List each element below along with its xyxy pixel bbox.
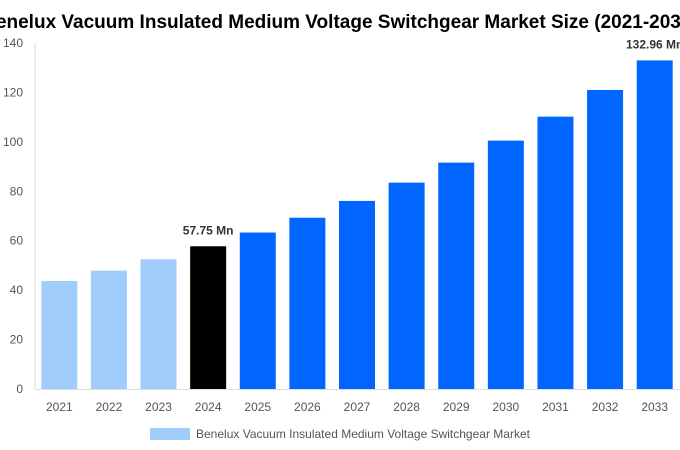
bar-2022[interactable] xyxy=(90,270,127,389)
x-tick-label: 2021 xyxy=(46,400,73,414)
bar-2031[interactable] xyxy=(537,116,574,390)
x-tick-label: 2033 xyxy=(641,400,668,414)
y-axis: 0 20 40 60 80 100 120 140 xyxy=(3,36,36,396)
y-tick-label: 60 xyxy=(10,234,24,248)
x-tick-label: 2030 xyxy=(492,400,519,414)
bar-2024[interactable] xyxy=(190,246,227,389)
y-tick-label: 120 xyxy=(3,85,23,99)
y-tick-label: 80 xyxy=(10,184,24,198)
x-tick-label: 2022 xyxy=(96,400,123,414)
y-tick-label: 40 xyxy=(10,283,24,297)
bar-2026[interactable] xyxy=(289,217,326,389)
bar-2023[interactable] xyxy=(140,259,177,389)
data-label: 57.75 Mn xyxy=(183,223,234,237)
bar-2029[interactable] xyxy=(438,162,475,389)
legend-swatch xyxy=(150,428,190,440)
y-tick-label: 0 xyxy=(16,382,23,396)
y-tick-label: 140 xyxy=(3,36,23,50)
bar-2028[interactable] xyxy=(388,182,425,389)
bar-2027[interactable] xyxy=(339,200,375,389)
data-label: 132.96 Mn xyxy=(626,37,680,51)
x-tick-label: 2025 xyxy=(244,400,271,414)
chart-title: Benelux Vacuum Insulated Medium Voltage … xyxy=(0,12,680,33)
x-tick-label: 2026 xyxy=(294,400,321,414)
x-tick-label: 2028 xyxy=(393,400,420,414)
x-tick-label: 2032 xyxy=(592,400,619,414)
x-tick-label: 2023 xyxy=(145,400,172,414)
x-tick-label: 2024 xyxy=(195,400,222,414)
x-tick-label: 2027 xyxy=(344,400,371,414)
bar-2033[interactable] xyxy=(636,60,673,389)
y-tick-label: 20 xyxy=(10,333,24,347)
bar-2032[interactable] xyxy=(587,89,624,389)
y-tick-label: 100 xyxy=(3,135,23,149)
bar-2030[interactable] xyxy=(487,140,524,389)
legend[interactable]: Benelux Vacuum Insulated Medium Voltage … xyxy=(150,427,531,441)
x-tick-label: 2029 xyxy=(443,400,470,414)
bar-2021[interactable] xyxy=(41,280,78,389)
x-axis: 2021 2022 2023 2024 2025 2026 2027 2028 2029 2030… xyxy=(35,389,680,414)
bar-2025[interactable] xyxy=(239,232,276,389)
legend-label: Benelux Vacuum Insulated Medium Voltage … xyxy=(196,427,531,441)
bars: 57.75 Mn 132.96 Mn xyxy=(41,37,680,390)
x-tick-label: 2031 xyxy=(542,400,569,414)
